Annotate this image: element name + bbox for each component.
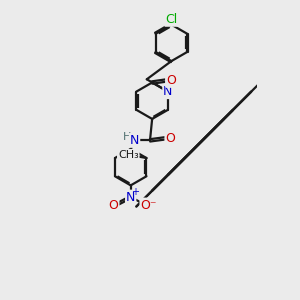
Text: +: + [131, 188, 140, 197]
Text: O: O [165, 132, 175, 145]
Text: CH₃: CH₃ [118, 150, 139, 160]
Text: N: N [126, 190, 135, 204]
Text: O⁻: O⁻ [140, 199, 157, 212]
Text: O: O [166, 74, 176, 87]
Text: Cl: Cl [165, 13, 178, 26]
Text: H: H [123, 131, 131, 142]
Text: O: O [109, 199, 118, 212]
Text: N: N [130, 134, 139, 147]
Text: N: N [163, 85, 172, 98]
